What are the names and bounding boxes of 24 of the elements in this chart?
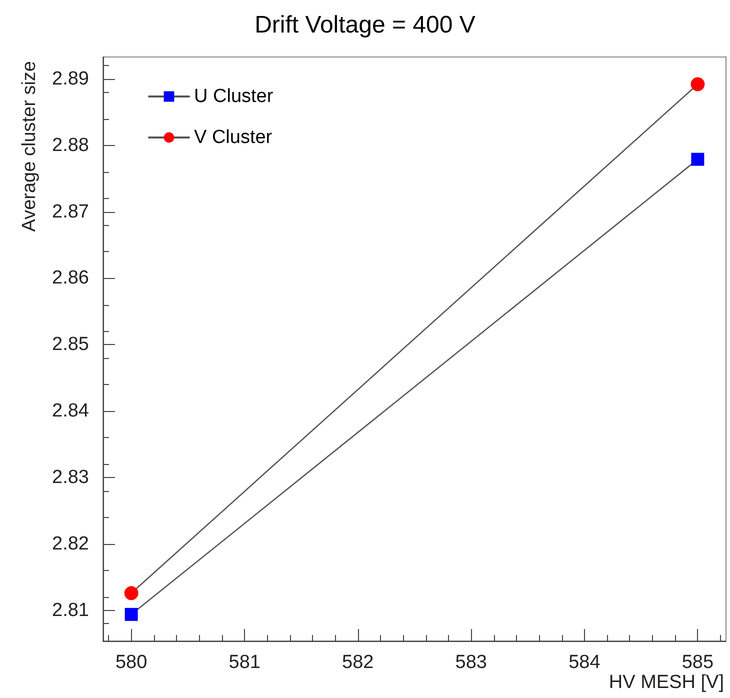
y-tick-label: 2.86: [52, 268, 89, 289]
y-tick-label: 2.87: [52, 201, 89, 222]
y-tick-label: 2.82: [52, 534, 89, 554]
legend-label: U Cluster: [194, 86, 274, 107]
point: [124, 608, 138, 621]
y-tick-label: 2.84: [52, 400, 90, 422]
y-tick-label: 2.89: [52, 68, 89, 90]
y-tick-label: 2.81: [52, 600, 89, 621]
x-axis-title: HV MESH [V]: [608, 672, 724, 693]
point: [691, 152, 704, 166]
y-tick-label: 2.85: [52, 334, 89, 356]
y-axis-title: Average cluster size: [19, 61, 40, 232]
y-tick-label: 2.88: [52, 134, 89, 156]
point: [690, 77, 705, 92]
x-tick-label: 583: [455, 652, 487, 673]
chart-title: Drift Voltage = 400 V: [254, 12, 476, 38]
x-tick-label: 581: [228, 652, 260, 673]
x-tick-label: 582: [342, 652, 374, 673]
point: [124, 586, 138, 600]
legend-label: V Cluster: [194, 127, 273, 148]
x-tick-label: 580: [115, 652, 148, 673]
x-tick-label: 585: [682, 652, 714, 673]
x-tick-label: 584: [568, 652, 601, 673]
y-tick-label: 2.83: [52, 467, 89, 488]
